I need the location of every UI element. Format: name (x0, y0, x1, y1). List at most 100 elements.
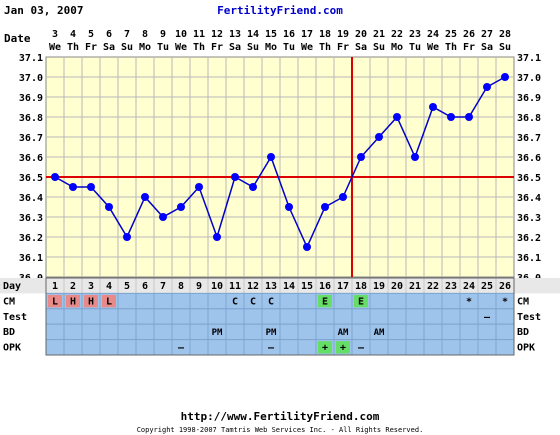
date-label: 17 (301, 29, 313, 40)
cycle-day-label: 1 (52, 281, 58, 292)
cell-value: E (322, 296, 328, 307)
weekday-label: Sa (103, 42, 115, 53)
temperature-point (69, 183, 77, 191)
cycle-day-label: 17 (337, 281, 349, 292)
cycle-day-label: 14 (283, 281, 295, 292)
cycle-day-label: 9 (196, 281, 202, 292)
date-label: 14 (247, 29, 259, 40)
cycle-day-label: 25 (481, 281, 493, 292)
temperature-point (501, 73, 509, 81)
cycle-day-label: 5 (124, 281, 130, 292)
cell-highlight (102, 294, 116, 308)
cell-value: – (178, 343, 185, 354)
cell-highlight (66, 294, 80, 308)
date-label: 8 (142, 29, 148, 40)
weekday-label: Th (193, 42, 205, 53)
date-label: 5 (88, 29, 94, 40)
cycle-day-label: 15 (301, 281, 313, 292)
cycle-day-label: 7 (160, 281, 166, 292)
cell-value: – (268, 343, 275, 354)
date-label: 15 (265, 29, 277, 40)
cycle-day-label: 12 (247, 281, 259, 292)
cycle-day-label: 16 (319, 281, 331, 292)
cell-value: AM (374, 328, 385, 338)
date-label: 27 (481, 29, 493, 40)
weekday-label: Su (121, 42, 133, 53)
date-label: 4 (70, 29, 76, 40)
cycle-day-label: 13 (265, 281, 277, 292)
cell-value: – (484, 312, 491, 323)
cell-value: L (52, 296, 58, 307)
cell-highlight (318, 341, 332, 354)
weekday-label: Fr (337, 42, 349, 53)
cell-value: H (70, 296, 76, 307)
cycle-day-label: 26 (499, 281, 511, 292)
weekday-label: Mo (391, 42, 403, 53)
cell-value: PM (212, 328, 223, 338)
y-tick-label-right: 36.8 (517, 113, 541, 124)
temperature-line (54, 76, 506, 249)
y-tick-label-left: 36.6 (19, 153, 43, 164)
weekday-label: Fr (211, 42, 223, 53)
temperature-point (429, 103, 437, 111)
temperature-point (447, 113, 455, 121)
temperature-point (411, 153, 419, 161)
cell-value: AM (338, 328, 349, 338)
cycle-day-label: 18 (355, 281, 367, 292)
cycle-day-label: 20 (391, 281, 403, 292)
y-tick-label-left: 36.2 (19, 233, 43, 244)
weekday-label: Th (445, 42, 457, 53)
weekday-label: Sa (229, 42, 241, 53)
weekday-label: We (49, 42, 61, 53)
temperature-point (123, 233, 131, 241)
cell-value: + (340, 343, 346, 354)
weekday-label: Tu (283, 42, 295, 53)
y-tick-label-right: 36.6 (517, 153, 541, 164)
cell-value: * (502, 296, 508, 307)
cycle-day-label: 23 (445, 281, 457, 292)
temperature-point (483, 83, 491, 91)
date-label: 18 (319, 29, 331, 40)
date-label: 12 (211, 29, 223, 40)
plot-area: Date 3We4Th5Fr6Sa7Su8Mo9Tu10We11Th12Fr13S… (0, 29, 560, 356)
cell-highlight (48, 294, 62, 308)
temperature-point (177, 203, 185, 211)
temperature-point (393, 113, 401, 121)
date-label: 9 (160, 29, 166, 40)
site-title-link[interactable]: FertilityFriend.com (217, 4, 343, 17)
temperature-point (303, 243, 311, 251)
cycle-day-label: 11 (229, 281, 241, 292)
weekday-label: Th (319, 42, 331, 53)
date-label: 10 (175, 29, 187, 40)
date-row-label: Date (4, 32, 31, 45)
weekday-label: We (301, 42, 313, 53)
y-tick-label-left: 36.1 (19, 253, 43, 264)
cell-highlight (318, 294, 332, 308)
y-tick-label-left: 36.7 (19, 133, 43, 144)
y-tick-label-left: 37.1 (19, 53, 43, 64)
date-label: 16 (283, 29, 295, 40)
cell-value: E (358, 296, 364, 307)
row-label-right: Test (517, 312, 541, 323)
temperature-point (321, 203, 329, 211)
y-tick-label-left: 36.8 (19, 113, 43, 124)
weekday-label: We (175, 42, 187, 53)
date-label: 6 (106, 29, 112, 40)
weekday-label: Tu (157, 42, 169, 53)
y-tick-label-left: 36.4 (19, 193, 43, 204)
temperature-point (375, 133, 383, 141)
weekday-label: Sa (355, 42, 367, 53)
cycle-day-label: 8 (178, 281, 184, 292)
temperature-point (195, 183, 203, 191)
weekday-label: Su (247, 42, 259, 53)
temperature-point (267, 153, 275, 161)
date-label: 24 (427, 29, 439, 40)
footer-url[interactable]: http://www.FertilityFriend.com (181, 410, 380, 423)
row-label-left: BD (3, 327, 15, 338)
cycle-day-label: 6 (142, 281, 148, 292)
temperature-point (465, 113, 473, 121)
date-label: 25 (445, 29, 457, 40)
date-label: 13 (229, 29, 241, 40)
cycle-day-label: 24 (463, 281, 475, 292)
